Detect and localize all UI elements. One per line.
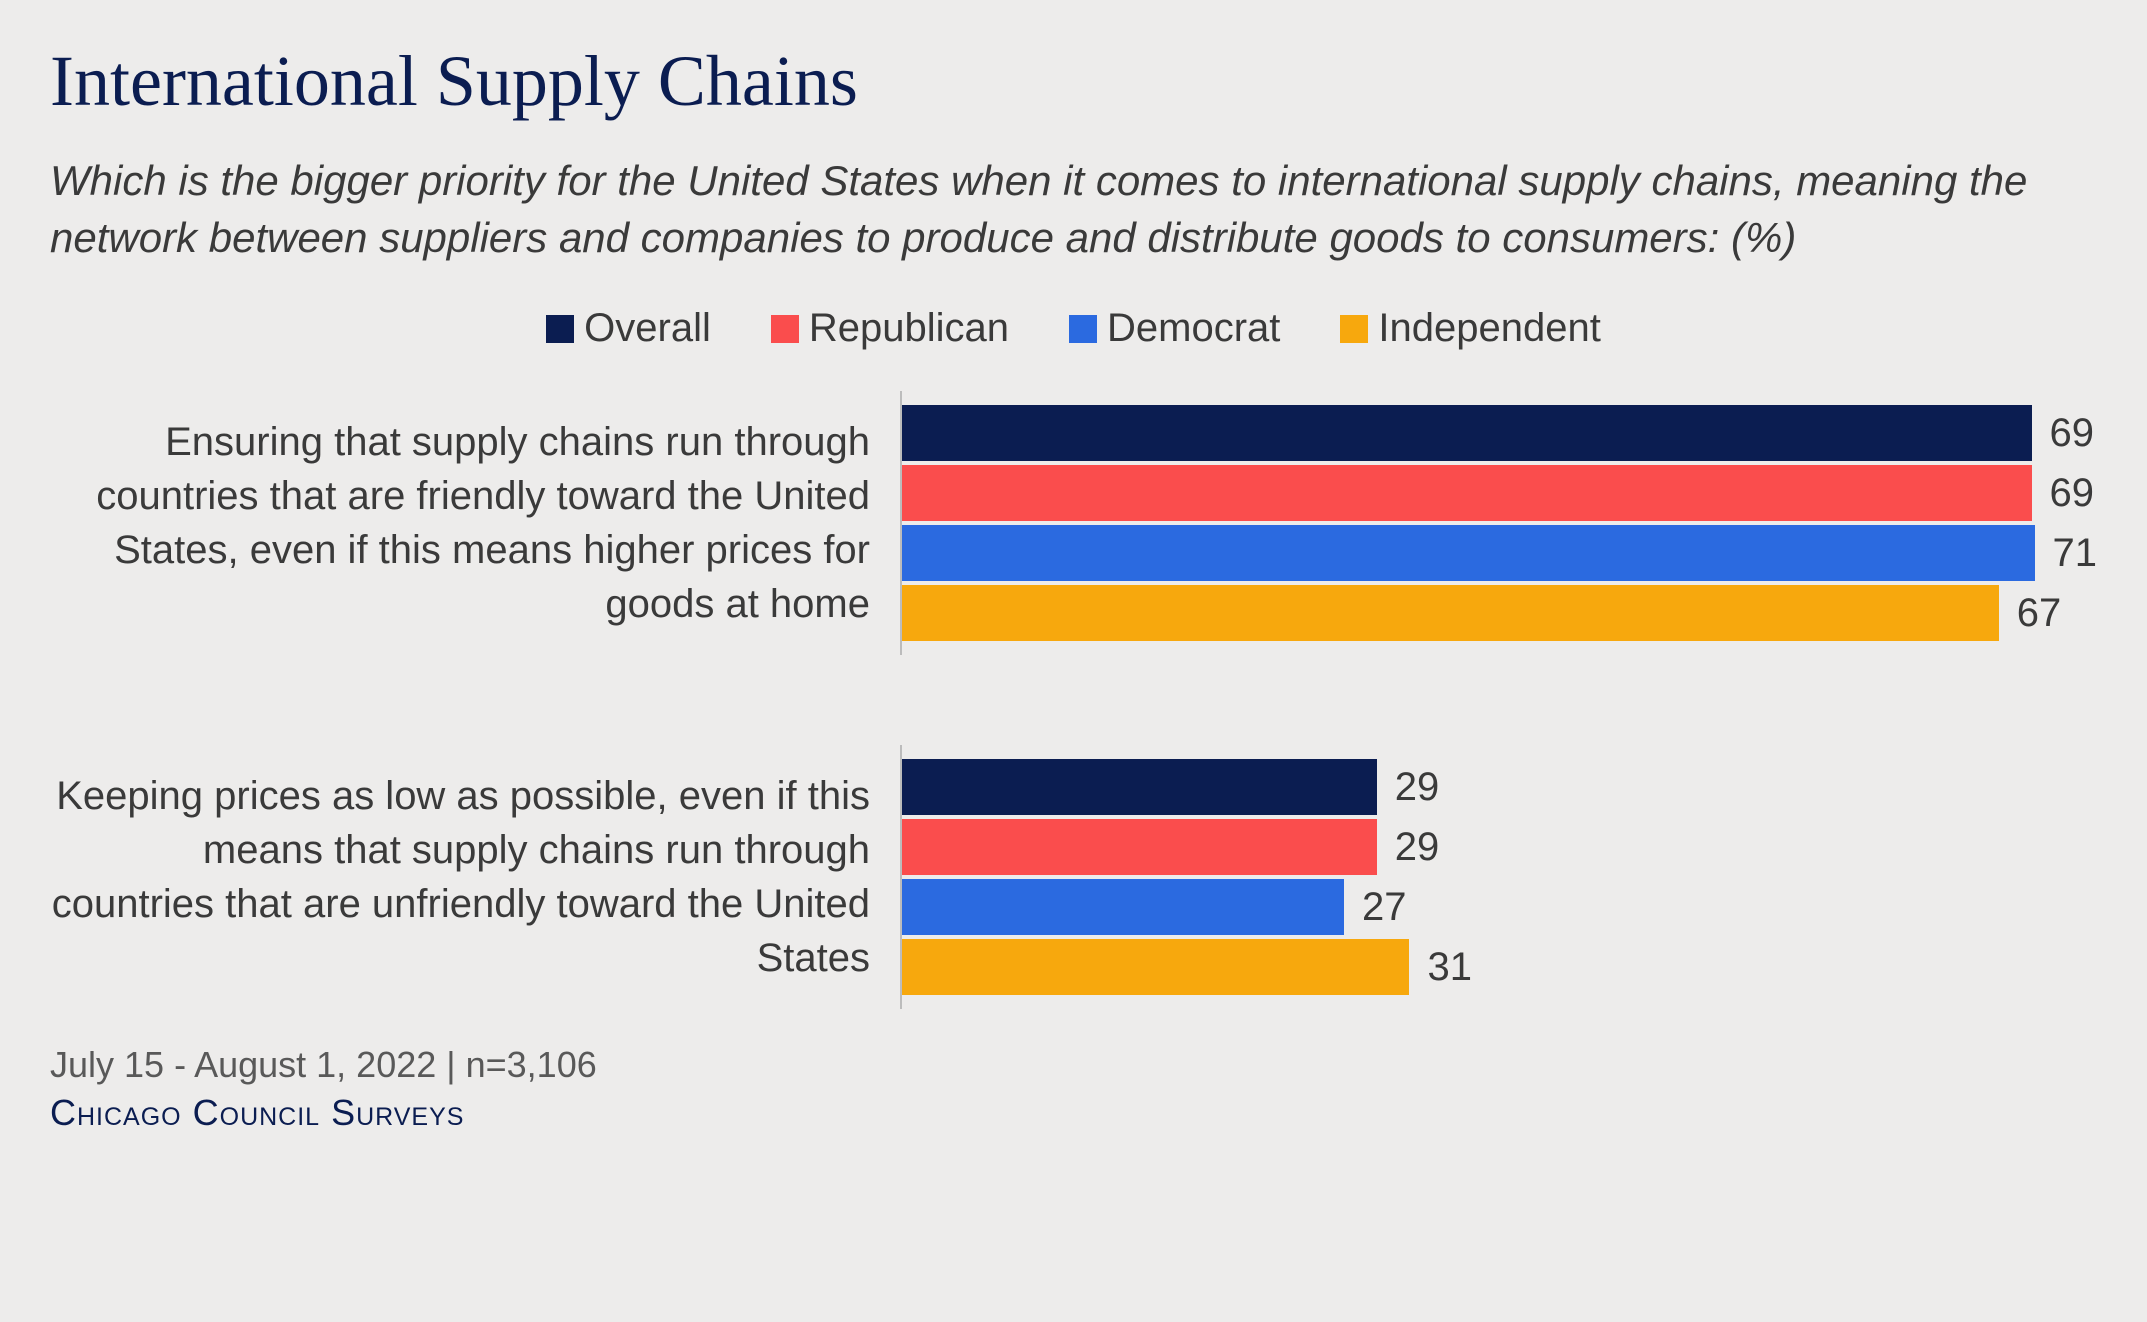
legend-item: Republican	[771, 306, 1009, 351]
bar-value-label: 27	[1362, 885, 1407, 930]
legend-label: Democrat	[1107, 306, 1280, 351]
group-label: Keeping prices as low as possible, even …	[50, 769, 900, 985]
group-label: Ensuring that supply chains run through …	[50, 415, 900, 631]
bar	[902, 585, 1999, 641]
bar	[902, 879, 1344, 935]
bar-value-label: 29	[1395, 825, 1440, 870]
chart-subtitle: Which is the bigger priority for the Uni…	[50, 153, 2097, 266]
bar-row: 67	[902, 585, 2097, 641]
bar	[902, 525, 2035, 581]
footer-note: July 15 - August 1, 2022 | n=3,106	[50, 1044, 2097, 1086]
legend: Overall Republican Democrat Independent	[50, 306, 2097, 351]
bar	[902, 939, 1409, 995]
chart-title: International Supply Chains	[50, 40, 2097, 123]
bar-row: 69	[902, 465, 2097, 521]
bar-value-label: 69	[2050, 411, 2095, 456]
legend-label: Overall	[584, 306, 711, 351]
bars-area: 29 29 27 31	[900, 745, 2097, 1009]
legend-swatch	[1069, 315, 1097, 343]
bar-value-label: 71	[2053, 531, 2098, 576]
bar-group: Keeping prices as low as possible, even …	[50, 745, 2097, 1009]
legend-swatch	[1340, 315, 1368, 343]
legend-label: Republican	[809, 306, 1009, 351]
bar-row: 69	[902, 405, 2097, 461]
bar-row: 29	[902, 819, 2097, 875]
bar-value-label: 69	[2050, 471, 2095, 516]
bar	[902, 465, 2032, 521]
bar-value-label: 31	[1427, 945, 1472, 990]
bar-group: Ensuring that supply chains run through …	[50, 391, 2097, 655]
bars-area: 69 69 71 67	[900, 391, 2097, 655]
bar-row: 71	[902, 525, 2097, 581]
legend-item: Democrat	[1069, 306, 1280, 351]
bar	[902, 759, 1377, 815]
legend-item: Independent	[1340, 306, 1600, 351]
legend-swatch	[771, 315, 799, 343]
bar-row: 27	[902, 879, 2097, 935]
bar-row: 29	[902, 759, 2097, 815]
bar-row: 31	[902, 939, 2097, 995]
legend-label: Independent	[1378, 306, 1600, 351]
bar-value-label: 29	[1395, 765, 1440, 810]
legend-swatch	[546, 315, 574, 343]
bar-value-label: 67	[2017, 591, 2062, 636]
bar-chart: Ensuring that supply chains run through …	[50, 391, 2097, 1009]
legend-item: Overall	[546, 306, 711, 351]
source-attribution: Chicago Council Surveys	[50, 1092, 2097, 1134]
bar	[902, 405, 2032, 461]
bar	[902, 819, 1377, 875]
